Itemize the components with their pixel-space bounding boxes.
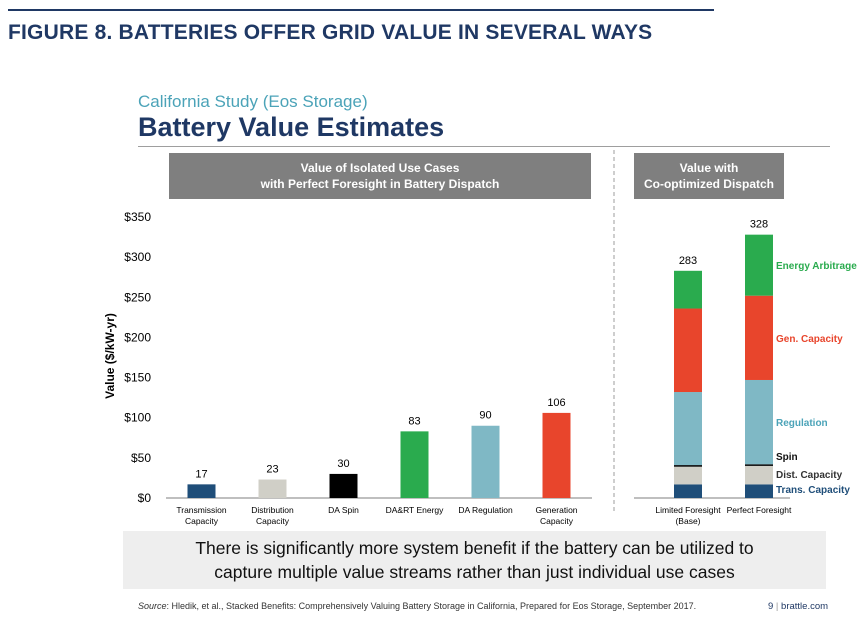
bar-value-label: 23	[266, 464, 278, 476]
isolated-header-line2: with Perfect Foresight in Battery Dispat…	[260, 177, 500, 191]
y-axis-label: Value ($/kW-yr)	[103, 313, 117, 399]
series-label: Trans. Capacity	[776, 485, 850, 496]
stacked-segment	[674, 484, 702, 498]
series-label: Regulation	[776, 418, 828, 429]
top-rule	[8, 9, 714, 11]
stacked-segment	[745, 379, 773, 465]
stacked-segment	[674, 466, 702, 485]
stacked-segment	[745, 465, 773, 485]
stack-total-label: 328	[750, 219, 768, 231]
co-optimized-header: Value with Co-optimized Dispatch	[634, 153, 784, 199]
stacked-segment	[745, 234, 773, 296]
slide-subtitle: California Study (Eos Storage)	[138, 92, 368, 111]
key-takeaway-callout: There is significantly more system benef…	[123, 531, 826, 589]
source-label: Source	[138, 601, 167, 611]
x-tick-label: Limited Foresight	[655, 505, 721, 515]
y-tick-label: $300	[124, 250, 151, 264]
figure-title: FIGURE 8. BATTERIES OFFER GRID VALUE IN …	[8, 21, 653, 44]
stacked-segment	[674, 465, 702, 467]
stack-total-label: 283	[679, 255, 697, 267]
callout-line2: capture multiple value streams rather th…	[214, 562, 735, 582]
co-optimized-header-line2: Co-optimized Dispatch	[643, 177, 774, 191]
series-label: Spin	[776, 452, 798, 463]
bar	[329, 473, 358, 498]
bar	[187, 484, 216, 498]
series-label: Energy Arbitrage	[776, 261, 857, 272]
bar-value-label: 106	[547, 397, 565, 409]
bar-value-label: 17	[195, 468, 207, 480]
bar-value-label: 30	[337, 458, 349, 470]
bar	[258, 479, 287, 498]
page-number: 9	[768, 601, 774, 612]
y-tick-label: $150	[124, 371, 151, 385]
stacked-segment	[674, 308, 702, 393]
y-tick-label: $350	[124, 210, 151, 224]
stacked-segment	[745, 464, 773, 466]
stacked-segment	[745, 295, 773, 380]
x-tick-label: Capacity	[540, 516, 574, 526]
y-tick-label: $0	[138, 491, 152, 505]
x-tick-label: DA Spin	[328, 505, 359, 515]
isolated-header-line1: Value of Isolated Use Cases	[300, 161, 460, 175]
co-optimized-header-line1: Value with	[679, 161, 739, 175]
bar	[471, 425, 500, 498]
x-tick-label: Distribution	[251, 505, 294, 515]
bar-value-label: 83	[408, 415, 420, 427]
stacked-segment	[674, 392, 702, 466]
x-tick-label: Capacity	[185, 516, 219, 526]
site-name: brattle.com	[781, 601, 829, 612]
callout-line1: There is significantly more system benef…	[195, 538, 754, 558]
series-label: Gen. Capacity	[776, 334, 843, 345]
x-tick-label: Transmission	[176, 505, 226, 515]
bar	[542, 412, 571, 498]
series-label: Dist. Capacity	[776, 470, 843, 481]
stacked-segment	[745, 484, 773, 498]
x-tick-label: Perfect Foresight	[727, 505, 792, 515]
stacked-segment	[674, 270, 702, 309]
x-tick-label: DA&RT Energy	[386, 505, 445, 515]
slide-title: Battery Value Estimates	[138, 112, 445, 142]
x-tick-label: DA Regulation	[458, 505, 513, 515]
y-tick-label: $200	[124, 330, 151, 344]
title-divider	[138, 146, 830, 147]
isolated-use-cases-header: Value of Isolated Use Cases with Perfect…	[169, 153, 591, 199]
y-tick-label: $50	[131, 451, 151, 465]
y-tick-label: $250	[124, 290, 151, 304]
page-footer: 9 | brattle.com	[768, 601, 829, 612]
x-tick-label: Capacity	[256, 516, 290, 526]
source-text: : Hledik, et al., Stacked Benefits: Comp…	[166, 601, 697, 611]
bar	[400, 431, 429, 498]
x-tick-label: (Base)	[675, 516, 700, 526]
y-tick-label: $100	[124, 411, 151, 425]
x-tick-label: Generation	[535, 505, 577, 515]
bar-value-label: 90	[479, 410, 491, 422]
source-note: Source: Hledik, et al., Stacked Benefits…	[138, 601, 696, 611]
